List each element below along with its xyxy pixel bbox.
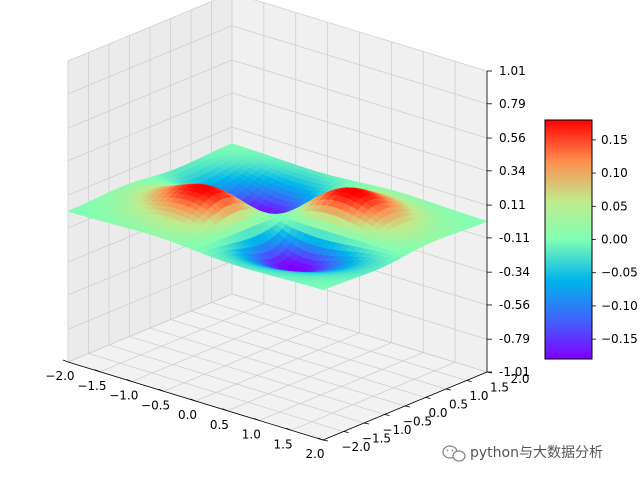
z-tick-label: 0.79 bbox=[499, 97, 526, 111]
y-axis-ticks: −2.0−1.5−1.0−0.50.00.51.01.52.0 bbox=[322, 371, 530, 454]
z-tick-label: 0.11 bbox=[499, 198, 526, 212]
y-tick-label: 1.5 bbox=[490, 381, 509, 395]
x-tick-mark bbox=[317, 437, 324, 441]
grid-line bbox=[170, 319, 426, 398]
watermark-text: python与大数据分析 bbox=[470, 445, 603, 461]
colorbar-tick-label: 0.05 bbox=[601, 199, 628, 213]
z-tick-label: -0.34 bbox=[499, 265, 530, 279]
grid-line bbox=[67, 92, 233, 162]
colorbar-gradient bbox=[544, 119, 593, 360]
colorbar: 0.15 0.10 0.05 0.00 −0.05 −0.10 −0.15 bbox=[544, 119, 638, 360]
x-tick-mark bbox=[190, 398, 196, 402]
z-tick-label: -0.11 bbox=[499, 231, 530, 245]
x-axis-ticks: −2.0−1.5−1.0−0.5 0.0 0.5 1.0 1.5 2.0 bbox=[45, 359, 325, 461]
y-tick-label: −2.0 bbox=[341, 440, 370, 454]
x-tick-label: 1.0 bbox=[242, 428, 261, 442]
y-tick-label: 1.0 bbox=[469, 389, 488, 403]
colorbar-tick-label: −0.15 bbox=[601, 332, 638, 346]
grid-line bbox=[231, 293, 488, 373]
y-tick-label: 0.5 bbox=[449, 398, 468, 412]
z-tick-label: -1.01 bbox=[499, 365, 530, 379]
z-axis-ticks: -1.01 -0.79 -0.56 -0.34 -0.11 0.11 0.34 0.56 0.7… bbox=[487, 64, 530, 379]
y-tick-mark bbox=[466, 380, 472, 382]
y-tick-label: 2.0 bbox=[510, 372, 529, 386]
x-tick-label: −1.5 bbox=[77, 379, 106, 393]
x-tick-label: −0.5 bbox=[141, 398, 170, 412]
grid-line bbox=[67, 293, 233, 363]
x-tick-mark bbox=[126, 379, 132, 382]
x-tick-mark bbox=[62, 359, 69, 363]
grid-line bbox=[129, 336, 385, 415]
y-tick-mark bbox=[425, 397, 431, 399]
colorbar-tick-label: 0.15 bbox=[601, 133, 628, 147]
watermark: python与大数据分析 bbox=[442, 445, 603, 462]
x-tick-mark bbox=[222, 408, 228, 412]
x-tick-mark bbox=[158, 388, 164, 392]
x-tick-mark bbox=[254, 418, 260, 421]
grid-line bbox=[67, 25, 233, 95]
grid-line bbox=[67, 0, 217, 62]
y-tick-mark bbox=[363, 422, 370, 425]
x-tick-label: −1.0 bbox=[109, 389, 138, 403]
grid-line bbox=[149, 327, 406, 407]
colorbar-tick-label: −0.10 bbox=[601, 299, 638, 313]
z-tick-label: 0.56 bbox=[499, 131, 526, 145]
x-tick-label: 2.0 bbox=[305, 447, 324, 461]
grid-line bbox=[231, 59, 488, 139]
surface-mesh bbox=[67, 143, 488, 291]
grid-line bbox=[108, 344, 365, 424]
colorbar-tick-label: 0.00 bbox=[601, 233, 628, 247]
x-tick-mark bbox=[94, 369, 101, 373]
y-tick-mark bbox=[343, 431, 349, 433]
y-tick-label: −1.0 bbox=[382, 423, 411, 437]
grid-line bbox=[190, 310, 447, 390]
z-tick-label: -0.56 bbox=[499, 298, 530, 312]
wechat-icon bbox=[442, 445, 466, 462]
grid-line bbox=[231, 25, 488, 105]
y-tick-mark bbox=[384, 414, 390, 416]
x-tick-label: 0.0 bbox=[178, 408, 197, 422]
y-tick-label: −0.5 bbox=[403, 415, 432, 429]
y-tick-mark bbox=[445, 388, 452, 391]
surface-facet bbox=[315, 285, 329, 291]
x-tick-label: −2.0 bbox=[45, 369, 74, 383]
y-tick-label: 0.0 bbox=[428, 406, 447, 420]
colorbar-ticks: 0.15 0.10 0.05 0.00 −0.05 −0.10 −0.15 bbox=[592, 133, 638, 346]
y-tick-mark bbox=[404, 405, 411, 408]
grid-line bbox=[67, 126, 233, 196]
z-tick-label: 1.01 bbox=[499, 64, 526, 78]
grid-line bbox=[253, 0, 488, 72]
x-tick-label: 1.5 bbox=[274, 437, 293, 451]
grid-line bbox=[231, 126, 488, 206]
x-tick-mark bbox=[285, 427, 292, 431]
grid-line bbox=[231, 92, 488, 172]
y-tick-mark bbox=[322, 439, 329, 442]
z-tick-label: 0.34 bbox=[499, 164, 526, 178]
grid-line bbox=[67, 59, 233, 129]
y-tick-label: −1.5 bbox=[362, 432, 391, 446]
colorbar-tick-label: 0.10 bbox=[601, 166, 628, 180]
grid-line bbox=[88, 353, 344, 432]
colorbar-tick-label: −0.05 bbox=[601, 266, 638, 280]
x-tick-label: 0.5 bbox=[210, 418, 229, 432]
grid-line bbox=[67, 260, 233, 330]
grid-line bbox=[211, 302, 467, 381]
z-tick-label: -0.79 bbox=[499, 332, 530, 346]
